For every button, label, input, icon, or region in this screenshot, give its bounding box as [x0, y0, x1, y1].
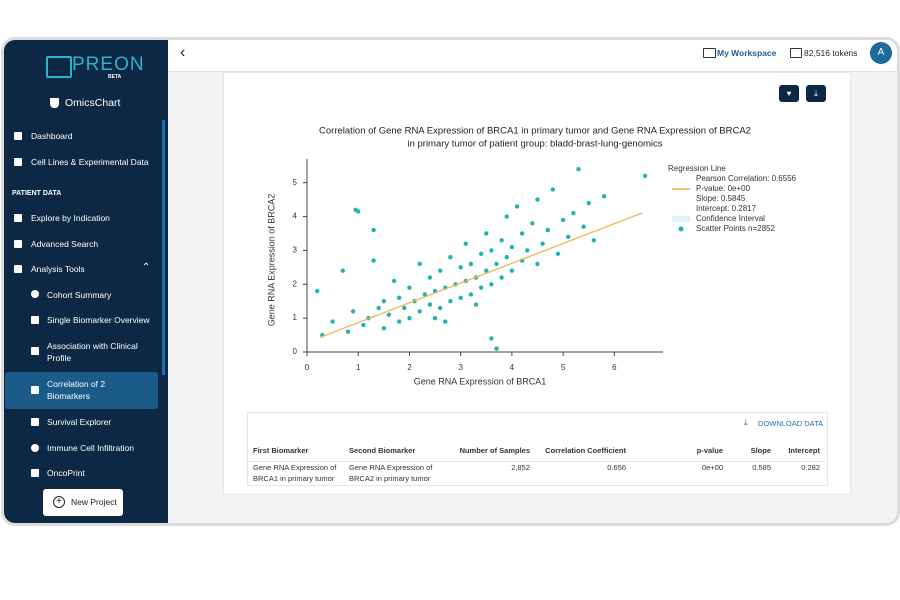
nav-item[interactable]: Cell Lines & Experimental Data	[31, 157, 149, 167]
nav-item[interactable]: Dashboard	[31, 131, 73, 141]
back-button[interactable]: ‹	[180, 44, 186, 61]
download-icon: ⤓	[744, 418, 748, 427]
nav-item[interactable]: Association with Clinical Profile	[47, 341, 138, 363]
download-data[interactable]: DOWNLOAD DATA	[758, 419, 824, 428]
nav-item[interactable]: Single Biomarker Overview	[47, 315, 150, 325]
nav-icon	[14, 240, 22, 248]
table-header: Correlation Coefficient	[545, 446, 626, 455]
folder-icon	[703, 48, 716, 58]
table-cell: Gene RNA Expression of BRCA2 in primary …	[349, 463, 433, 483]
nav-icon	[14, 214, 22, 222]
nav-icon	[14, 132, 22, 140]
table-header: Slope	[750, 446, 771, 455]
table-cell: 0e+00	[701, 463, 723, 472]
table-cell: Gene RNA Expression of BRCA1 in primary …	[253, 463, 337, 483]
nav-item[interactable]: Analysis Tools	[31, 264, 85, 274]
table-cell: 2,852	[511, 463, 530, 472]
nav-item[interactable]: Cohort Summary	[47, 290, 112, 300]
logo-badge: BETA	[108, 74, 122, 80]
table-header: Number of Samples	[459, 446, 530, 455]
chevron[interactable]: ⌃	[142, 262, 151, 273]
topbar	[168, 40, 897, 72]
sidebar	[4, 40, 168, 523]
nav-icon	[14, 158, 22, 166]
table-header: p-value	[696, 446, 723, 455]
nav-icon	[31, 444, 39, 452]
logo: PREON	[72, 54, 145, 75]
token-count: 82,516 tokens	[804, 48, 858, 58]
nav-icon	[31, 290, 39, 298]
active-item[interactable]	[5, 372, 158, 409]
table-rule	[248, 461, 825, 462]
flask-icon	[50, 98, 59, 108]
table-header: Second Biomarker	[349, 446, 416, 455]
nav-icon	[31, 316, 39, 324]
table-header: Intercept	[788, 446, 820, 455]
download-button[interactable]: ⤓	[806, 85, 826, 102]
table-header: First Biomarker	[253, 446, 309, 455]
logo-mark	[46, 56, 72, 78]
plus-icon: +	[53, 496, 65, 508]
nav-item[interactable]: OncoPrint	[47, 468, 85, 478]
nav-item[interactable]: Survival Explorer	[47, 417, 112, 427]
nav-icon	[31, 418, 39, 426]
nav-icon	[14, 265, 22, 273]
nav-icon	[31, 469, 39, 477]
nav-icon	[31, 386, 39, 394]
app-name: OmicsChart	[65, 97, 121, 109]
table-cell: 0.282	[801, 463, 820, 472]
token-icon	[790, 48, 802, 58]
avatar[interactable]: A	[870, 42, 892, 64]
table-cell: 0.585	[752, 463, 771, 472]
section-label: PATIENT DATA	[12, 190, 62, 197]
table-card	[247, 412, 828, 486]
nav-icon	[31, 347, 39, 355]
nav-item[interactable]: Explore by Indication	[31, 213, 110, 223]
nav-item[interactable]: Immune Cell Infiltration	[47, 443, 134, 453]
nav-item[interactable]: Correlation of 2 Biomarkers	[47, 379, 106, 401]
nav-item[interactable]: Advanced Search	[31, 239, 99, 249]
table-cell: 0.656	[607, 463, 626, 472]
button-label: New Project	[71, 497, 117, 507]
workspace-link[interactable]: My Workspace	[717, 48, 777, 58]
favorite-button[interactable]: ♥	[779, 85, 799, 102]
scrollbar	[162, 120, 165, 375]
